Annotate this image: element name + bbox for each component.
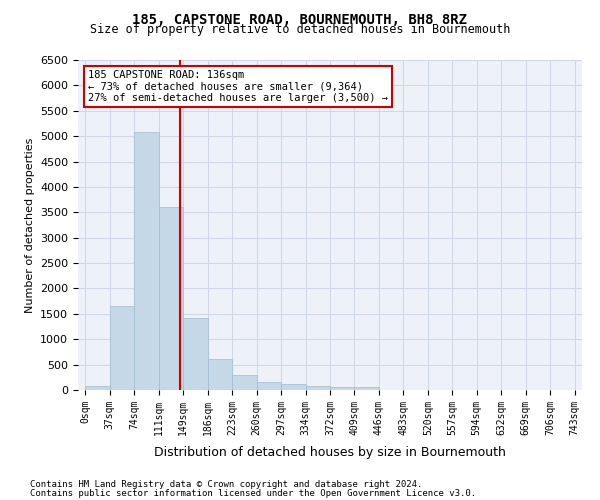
Bar <box>355 387 379 390</box>
Bar <box>208 358 232 390</box>
Bar <box>159 207 183 390</box>
Text: Contains public sector information licensed under the Open Government Licence v3: Contains public sector information licen… <box>30 489 476 498</box>
Bar <box>110 306 134 390</box>
Bar <box>183 318 208 390</box>
X-axis label: Distribution of detached houses by size in Bournemouth: Distribution of detached houses by size … <box>154 446 506 459</box>
Bar <box>305 386 330 390</box>
Bar <box>134 132 159 390</box>
Bar <box>85 386 110 390</box>
Y-axis label: Number of detached properties: Number of detached properties <box>25 138 35 312</box>
Text: 185 CAPSTONE ROAD: 136sqm
← 73% of detached houses are smaller (9,364)
27% of se: 185 CAPSTONE ROAD: 136sqm ← 73% of detac… <box>88 70 388 103</box>
Text: Size of property relative to detached houses in Bournemouth: Size of property relative to detached ho… <box>90 22 510 36</box>
Bar <box>281 384 305 390</box>
Text: Contains HM Land Registry data © Crown copyright and database right 2024.: Contains HM Land Registry data © Crown c… <box>30 480 422 489</box>
Text: 185, CAPSTONE ROAD, BOURNEMOUTH, BH8 8RZ: 185, CAPSTONE ROAD, BOURNEMOUTH, BH8 8RZ <box>133 12 467 26</box>
Bar <box>232 375 257 390</box>
Bar <box>330 387 355 390</box>
Bar <box>257 382 281 390</box>
